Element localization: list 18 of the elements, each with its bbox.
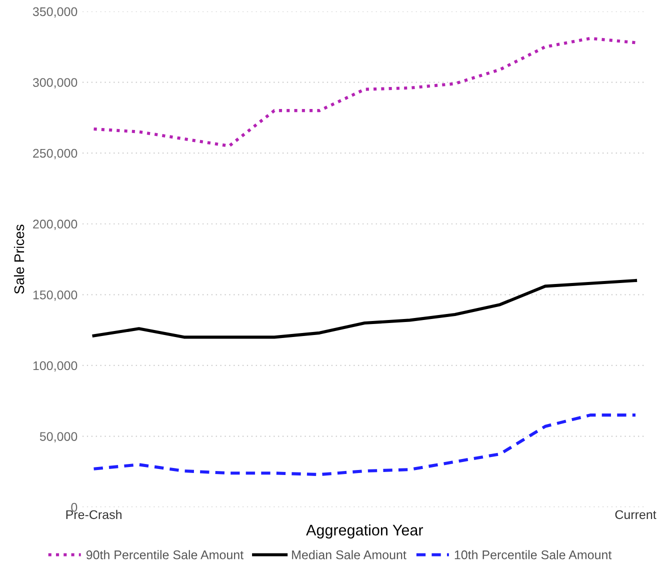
line-series <box>92 278 638 339</box>
y-tick-label: 50,000 <box>40 432 78 442</box>
x-tick-label: Pre-Crash <box>66 510 122 520</box>
y-axis-title: Sale Prices <box>14 224 24 294</box>
line-series <box>92 414 638 476</box>
legend-label: 10th Percentile Sale Amount <box>454 550 612 560</box>
y-tick-label: 0 <box>71 502 78 512</box>
line-series <box>92 36 638 148</box>
legend-label: Median Sale Amount <box>292 550 406 560</box>
y-tick-label: 300,000 <box>32 78 78 88</box>
y-tick-label: 250,000 <box>33 148 78 160</box>
y-tick-label: 350,000 <box>32 7 78 18</box>
legend-label: 90th Percentile Sale Amount <box>86 550 244 560</box>
x-tick-label: Current <box>615 510 656 520</box>
y-tick-label: 150,000 <box>33 290 78 301</box>
y-tick-label: 100,000 <box>33 361 78 372</box>
x-axis-title: Aggregation Year <box>306 524 424 539</box>
y-tick-label: 200,000 <box>33 220 78 230</box>
